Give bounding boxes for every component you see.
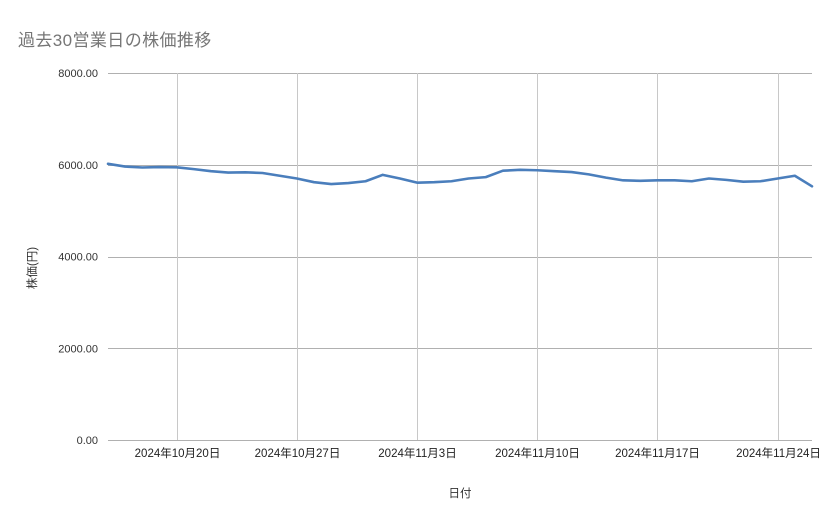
- y-axis-title: 株価(円): [25, 247, 39, 289]
- y-tick-label: 0.00: [77, 435, 98, 447]
- y-tick-label: 6000.00: [58, 160, 98, 172]
- x-tick-label: 2024年10月20日: [135, 446, 221, 460]
- x-axis-title: 日付: [449, 487, 472, 500]
- y-axis-tick-labels: 0.00 2000.00 4000.00 6000.00 8000.00: [58, 68, 98, 447]
- x-tick-label: 2024年11月10日: [495, 446, 580, 460]
- page-title: 過去30営業日の株価推移: [18, 31, 212, 50]
- y-tick-label: 8000.00: [58, 68, 98, 80]
- x-tick-label: 2024年11月17日: [615, 446, 700, 460]
- price-line-series: [106, 162, 814, 188]
- gridlines: [108, 73, 812, 441]
- x-tick-label: 2024年11月3日: [378, 446, 456, 460]
- x-axis-tick-labels: 2024年10月20日 2024年10月27日 2024年11月3日 2024年11月…: [135, 446, 821, 460]
- x-tick-label: 2024年10月27日: [255, 446, 341, 460]
- y-tick-label: 2000.00: [58, 343, 98, 355]
- vertical-gridlines: [177, 73, 779, 440]
- y-tick-label: 4000.00: [58, 252, 98, 264]
- x-tick-label: 2024年11月24日: [736, 446, 821, 460]
